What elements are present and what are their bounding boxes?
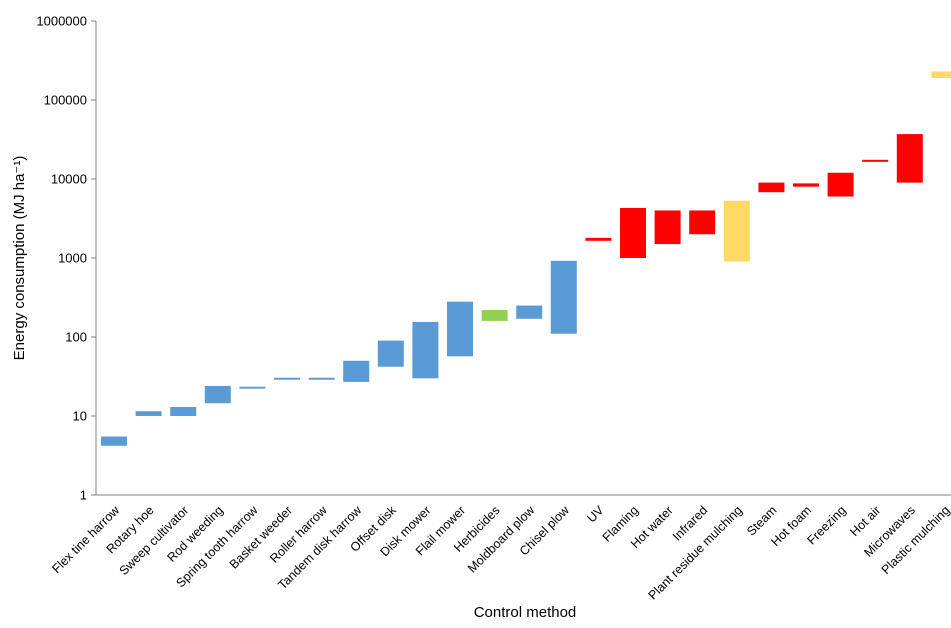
y-tick-label: 10 <box>73 409 87 424</box>
bar <box>793 183 819 187</box>
bar <box>170 406 197 416</box>
axes <box>95 21 951 496</box>
x-axis-title: Control method <box>474 604 577 621</box>
x-tick-label: UV <box>584 503 607 526</box>
bar <box>274 377 300 380</box>
y-tick-label: 1000 <box>58 251 87 266</box>
bar <box>101 436 127 446</box>
y-tick-label: 100000 <box>44 93 87 108</box>
bar <box>204 385 231 404</box>
y-axis-title: Energy consumption (MJ ha⁻¹) <box>11 156 28 361</box>
bar <box>447 301 473 357</box>
bar <box>412 321 439 379</box>
bar <box>654 210 681 245</box>
bar <box>550 260 577 334</box>
y-tick-label: 1000000 <box>36 14 87 29</box>
bar <box>343 360 370 382</box>
y-tick-label: 1 <box>80 488 87 503</box>
x-tick-label: Freezing <box>804 503 848 547</box>
bar <box>931 71 951 78</box>
bar <box>585 237 612 241</box>
y-tick-label: 10000 <box>51 172 87 187</box>
bar <box>620 207 646 258</box>
bar <box>308 377 335 380</box>
bar <box>689 210 716 235</box>
y-ticks: 1 10 100 1000 10000 100000 1000000 <box>36 14 96 503</box>
bar <box>827 172 854 197</box>
bar <box>862 159 889 162</box>
bars <box>101 71 951 446</box>
bar <box>723 200 750 262</box>
bar <box>481 309 508 321</box>
bar <box>377 340 404 367</box>
bar <box>758 182 785 193</box>
y-tick-label: 100 <box>65 330 87 345</box>
bar <box>135 411 162 416</box>
bar <box>896 134 923 183</box>
bar <box>239 386 266 389</box>
bar <box>516 305 543 319</box>
